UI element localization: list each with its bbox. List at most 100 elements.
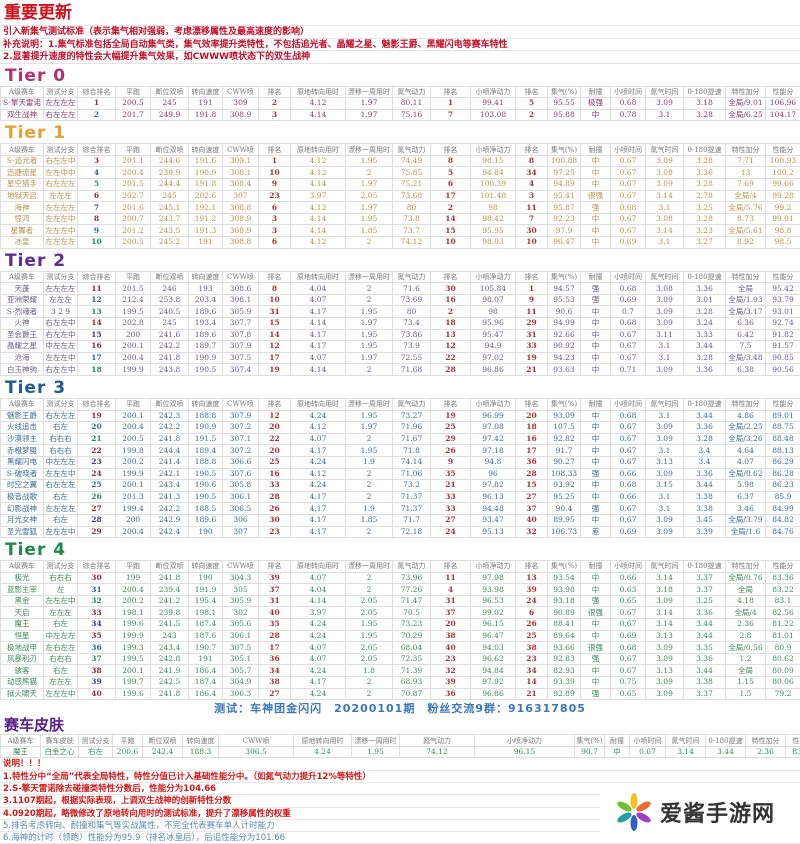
table-cell: 4.14	[291, 179, 346, 191]
table-cell: 4.64	[726, 445, 766, 457]
column-header: 平跑	[116, 561, 151, 573]
table-cell: 242.4	[151, 526, 189, 538]
table-cell: 3.09	[646, 677, 684, 689]
table-cell: 白金之心	[41, 746, 79, 758]
table-cell: 强	[581, 653, 611, 665]
table-cell: 83.78	[786, 746, 800, 758]
table-cell: 97.98	[471, 572, 516, 584]
table-cell: 39	[259, 572, 291, 584]
table-cell: 中	[581, 167, 611, 179]
column-header: 小喷时间	[611, 86, 646, 98]
table-cell: 33	[259, 480, 291, 492]
table-cell: 0.67	[611, 445, 646, 457]
table-cell: 24	[516, 595, 548, 607]
car-name: S-擎天雷诺	[1, 98, 44, 110]
table-cell: 24	[431, 526, 471, 538]
column-header: 测试分支	[44, 271, 78, 283]
table-cell: 99.01	[766, 213, 800, 225]
table-cell: 18	[431, 318, 471, 330]
table-cell: 10	[259, 167, 291, 179]
table-cell: 3.13	[646, 456, 684, 468]
table-cell: 2	[78, 109, 116, 121]
table-cell: 6.38	[726, 364, 766, 376]
car-name: 天启	[1, 607, 44, 619]
table-cell: 中	[581, 155, 611, 167]
table-cell: 97.9	[548, 225, 581, 237]
table-cell: 2	[346, 237, 393, 249]
table-cell: 84.99	[766, 503, 800, 515]
column-header: 0-180提速	[684, 398, 726, 410]
car-name: 时空之翼	[1, 480, 44, 492]
table-cell: 307	[223, 526, 259, 538]
table-cell: 190.9	[189, 352, 223, 364]
table-cell: 95.13	[471, 526, 516, 538]
table-cell: 12	[78, 294, 116, 306]
table-cell: 3.15	[646, 480, 684, 492]
table-cell: 4.14	[291, 364, 346, 376]
table-cell: 200	[116, 514, 151, 526]
logo-text: 爱酱手游网	[660, 796, 775, 828]
table-cell: 93.09	[548, 410, 581, 422]
table-cell: 305.9	[223, 595, 259, 607]
column-header: 排名	[516, 144, 548, 156]
table-cell: 3.28	[684, 213, 726, 225]
table-cell: 94.99	[548, 318, 581, 330]
table-cell: 201.1	[116, 155, 151, 167]
column-header: 赛车皮肤	[41, 735, 79, 747]
column-header: 排名	[516, 561, 548, 573]
table-cell: 右右右	[44, 653, 78, 665]
table-cell: 95.25	[548, 491, 581, 503]
table-cell: 97.82	[471, 480, 516, 492]
table-cell: 71.47	[393, 595, 431, 607]
header-line: 引入新集气测试标准（表示集气相对强弱，考虑漂移属性及最高速度的影响）	[0, 26, 800, 39]
table-cell: 7.71	[726, 155, 766, 167]
table-cell: 0.69	[611, 630, 646, 642]
table-cell: 95.95	[471, 225, 516, 237]
table-cell: 96.86	[471, 364, 516, 376]
table-cell: 14	[259, 329, 291, 341]
table-cell: 全局/1.6	[726, 526, 766, 538]
table-cell: 3.28	[684, 155, 726, 167]
column-header: 小喷时间	[611, 144, 646, 156]
table-cell: 73.9	[393, 341, 431, 353]
table-cell: 5	[78, 179, 116, 191]
table-cell: 307.9	[223, 341, 259, 353]
table-cell: 199.8	[116, 445, 151, 457]
column-header: 小喷时间	[611, 271, 646, 283]
column-header: 排名	[431, 86, 471, 98]
table-cell: 242.2	[151, 341, 189, 353]
column-header: 平跑	[113, 735, 143, 747]
table-cell: 25	[259, 456, 291, 468]
table-cell: 199.6	[116, 619, 151, 631]
table-cell: 7	[78, 202, 116, 214]
table-cell: 3.09	[646, 98, 684, 110]
table-cell: 很强	[581, 642, 611, 654]
table-cell: 3.11	[646, 329, 684, 341]
table-cell: 71.7	[393, 514, 431, 526]
table-cell: 全局/4	[726, 607, 766, 619]
table-cell: 3.09	[646, 306, 684, 318]
table-cell: 107.5	[548, 422, 581, 434]
table-cell: 33	[431, 491, 471, 503]
table-cell: 242.8	[151, 653, 189, 665]
table-cell: 3.14	[646, 225, 684, 237]
table-cell: 1.9	[346, 503, 393, 515]
table-cell: 190	[189, 526, 223, 538]
table-cell: 20	[78, 422, 116, 434]
table-cell: 2	[346, 167, 393, 179]
table-cell: 3.36	[684, 167, 726, 179]
table-cell: 0.68	[611, 480, 646, 492]
table-cell: 73.96	[393, 572, 431, 584]
table-cell: 2.78	[684, 190, 726, 202]
column-header: A级赛车	[1, 398, 44, 410]
table-cell: 74.14	[393, 456, 431, 468]
table-cell: 253.8	[151, 294, 189, 306]
table-cell: 30	[78, 572, 116, 584]
table-cell: 4.24	[291, 665, 346, 677]
